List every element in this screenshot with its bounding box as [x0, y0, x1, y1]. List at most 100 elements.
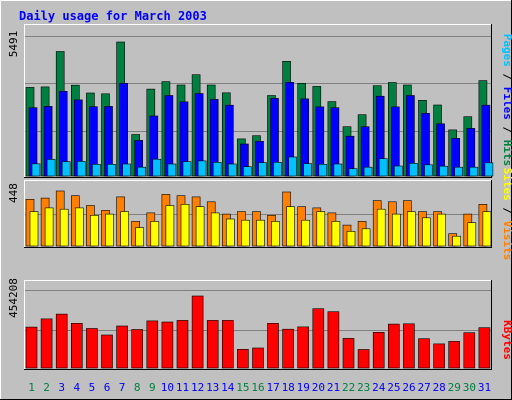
- bar-visits-sites-day-15: [241, 219, 250, 247]
- bar-kbytes-kbytes-day-1: [25, 326, 38, 369]
- bar-hits-pages-day-13: [212, 162, 222, 177]
- bar-visits-sites-day-23: [361, 228, 371, 247]
- x-tick-label-day-29: 29: [448, 381, 461, 394]
- x-tick-label-day-17: 17: [266, 381, 279, 394]
- bar-kbytes-kbytes-day-28: [433, 343, 445, 369]
- bar-hits-pages-day-27: [424, 164, 433, 177]
- bar-hits-pages-day-29: [454, 166, 464, 177]
- bar-hits-pages-day-15: [243, 166, 252, 177]
- bar-hits-pages-day-8: [137, 166, 146, 177]
- x-tick-label-day-24: 24: [372, 381, 386, 394]
- x-tick-label-day-22: 22: [342, 381, 355, 394]
- bar-hits-pages-day-31: [484, 162, 494, 177]
- bar-visits-sites-day-9: [150, 221, 160, 247]
- bar-kbytes-kbytes-day-18: [282, 328, 294, 369]
- x-tick-label-day-5: 5: [89, 381, 96, 394]
- x-tick-label-day-30: 30: [463, 381, 476, 394]
- bar-kbytes-kbytes-day-17: [267, 322, 279, 369]
- x-tick-label-day-31: 31: [478, 381, 491, 394]
- bar-kbytes-kbytes-day-6: [101, 334, 113, 369]
- x-tick-label-day-26: 26: [402, 381, 415, 394]
- bar-hits-pages-day-11: [182, 161, 192, 177]
- panel-kbytes-legend: KBytes: [501, 320, 512, 360]
- bar-hits-pages-day-20: [318, 164, 328, 177]
- x-tick-label-day-10: 10: [161, 381, 174, 394]
- bar-visits-sites-day-21: [331, 221, 341, 247]
- bar-visits-sites-day-16: [256, 219, 265, 247]
- bar-visits-sites-day-26: [407, 211, 416, 247]
- x-tick-label-day-4: 4: [73, 381, 80, 394]
- bar-kbytes-kbytes-day-4: [71, 322, 83, 369]
- x-tick-label-day-15: 15: [236, 381, 249, 394]
- x-tick-label-day-28: 28: [433, 381, 446, 394]
- bar-kbytes-kbytes-day-22: [342, 338, 355, 369]
- bar-hits-files-day-25: [390, 106, 400, 177]
- bar-visits-sites-day-20: [316, 211, 326, 247]
- bar-visits-sites-day-27: [422, 217, 431, 247]
- legend-files: Files: [501, 87, 512, 120]
- bar-hits-pages-day-19: [303, 163, 313, 177]
- bar-kbytes-kbytes-day-27: [418, 338, 430, 369]
- bar-visits-sites-day-2: [44, 207, 54, 247]
- bar-hits-files-day-7: [119, 83, 128, 177]
- bar-hits-pages-day-1: [31, 163, 41, 177]
- bar-visits-sites-day-17: [271, 221, 280, 247]
- x-tick-label-day-16: 16: [251, 381, 264, 394]
- x-tick-label-day-25: 25: [387, 381, 400, 394]
- legend-separator: /: [501, 201, 512, 221]
- bar-hits-pages-day-14: [228, 163, 237, 177]
- bar-hits-pages-day-28: [439, 165, 448, 177]
- bar-kbytes-kbytes-day-19: [297, 326, 310, 369]
- bar-visits-sites-day-7: [120, 211, 129, 247]
- bar-visits-sites-day-3: [59, 208, 69, 247]
- bar-visits-sites-day-31: [482, 211, 492, 247]
- x-tick-label-day-27: 27: [417, 381, 430, 394]
- bar-hits-pages-day-23: [363, 166, 373, 177]
- bar-kbytes-kbytes-day-11: [176, 320, 189, 369]
- bar-kbytes-kbytes-day-3: [55, 313, 68, 369]
- x-tick-label-day-13: 13: [206, 381, 219, 394]
- legend-hits: Hits: [501, 140, 512, 167]
- bar-kbytes-kbytes-day-24: [372, 331, 385, 369]
- bar-hits-pages-day-18: [288, 156, 297, 177]
- x-tick-label-day-12: 12: [191, 381, 204, 394]
- bar-hits-pages-day-16: [258, 162, 267, 177]
- bar-visits-sites-day-22: [346, 231, 356, 247]
- panel-kbytes-ymax-label: 454208: [7, 278, 20, 318]
- bar-visits-sites-day-24: [376, 208, 386, 247]
- bar-kbytes-kbytes-day-2: [40, 318, 53, 369]
- x-tick-label-day-18: 18: [282, 381, 295, 394]
- bar-hits-pages-day-24: [378, 158, 388, 177]
- bar-kbytes-kbytes-day-23: [357, 349, 370, 369]
- bar-visits-sites-day-8: [135, 227, 144, 247]
- x-tick-label-day-23: 23: [357, 381, 370, 394]
- bar-hits-pages-day-25: [393, 165, 403, 177]
- bar-kbytes-kbytes-day-7: [116, 325, 128, 369]
- bar-hits-pages-day-17: [273, 162, 282, 177]
- legend-sites: Sites: [501, 168, 512, 201]
- bar-visits-sites-day-18: [286, 206, 295, 247]
- x-tick-label-day-1: 1: [28, 381, 35, 394]
- bar-visits-sites-day-13: [210, 212, 220, 247]
- bar-hits-pages-day-10: [167, 163, 177, 177]
- bar-visits-sites-day-29: [452, 235, 462, 247]
- bar-kbytes-kbytes-day-12: [191, 295, 204, 369]
- bar-hits-pages-day-4: [77, 161, 86, 177]
- bar-visits-sites-day-4: [75, 207, 84, 247]
- x-tick-label-day-7: 7: [119, 381, 126, 394]
- bar-visits-sites-day-14: [226, 218, 235, 247]
- bar-hits-pages-day-7: [122, 163, 131, 177]
- legend-separator: /: [501, 67, 512, 87]
- bar-hits-pages-day-2: [46, 159, 56, 177]
- bar-hits-pages-day-12: [197, 160, 207, 177]
- panel-hits-legend: Pages / Files / Hits: [501, 34, 512, 167]
- x-tick-label-day-3: 3: [58, 381, 65, 394]
- chart-title: Daily usage for March 2003: [19, 9, 207, 23]
- bar-visits-sites-day-10: [165, 205, 175, 247]
- bar-kbytes-kbytes-day-5: [86, 328, 98, 369]
- x-tick-label-day-20: 20: [312, 381, 325, 394]
- bar-kbytes-kbytes-day-30: [463, 332, 476, 369]
